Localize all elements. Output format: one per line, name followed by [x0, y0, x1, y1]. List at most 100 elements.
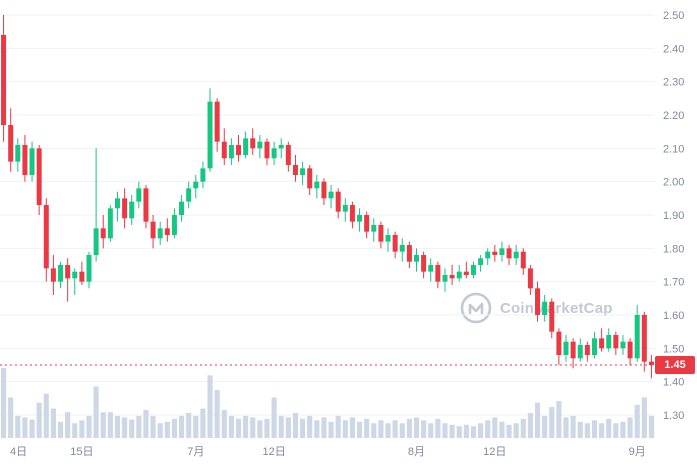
- y-axis-label: 1.60: [663, 310, 684, 322]
- candle-body: [257, 141, 263, 149]
- candle-body: [193, 181, 199, 189]
- candle-body: [535, 288, 541, 315]
- candle-body: [15, 145, 21, 162]
- candle-body: [627, 341, 633, 359]
- current-price-badge: 1.45: [655, 356, 695, 374]
- volume-bar: [641, 397, 647, 438]
- x-axis-label: 9月: [629, 446, 646, 458]
- candle-body: [65, 265, 71, 279]
- volume-bar: [556, 401, 562, 438]
- x-axis-label: 7月: [187, 446, 204, 458]
- candle-body: [107, 208, 113, 239]
- candle-body: [278, 145, 284, 149]
- candle-body: [136, 188, 142, 202]
- volume-bar: [392, 420, 398, 438]
- y-axis-label: 2.10: [663, 143, 684, 155]
- volume-bar: [563, 417, 569, 438]
- candle-body: [364, 215, 370, 232]
- volume-bar: [264, 418, 270, 438]
- candle-body: [399, 245, 405, 252]
- candle-body: [357, 215, 363, 222]
- volume-bar: [278, 415, 284, 438]
- volume-bar: [171, 418, 177, 438]
- candle-body: [250, 138, 256, 149]
- volume-bar: [235, 418, 242, 438]
- volume-bar: [228, 415, 234, 438]
- volume-bar: [591, 420, 598, 438]
- volume-bar: [456, 426, 462, 438]
- y-axis-label: 1.80: [663, 243, 684, 255]
- candle-body: [499, 248, 505, 255]
- volume-bar: [271, 397, 277, 438]
- volume-bar: [406, 418, 412, 438]
- volume-bar: [79, 420, 85, 438]
- candle-body: [328, 191, 334, 199]
- candle-body: [236, 145, 242, 155]
- candle-body: [264, 141, 270, 159]
- volume-bar: [114, 415, 121, 438]
- volume-bar: [43, 393, 49, 438]
- volume-bar: [570, 415, 576, 438]
- y-axis-label: 2.30: [663, 77, 684, 89]
- volume-bar: [534, 402, 541, 438]
- volume-bar: [428, 423, 434, 438]
- volume-bar: [421, 420, 427, 438]
- volume-bar: [36, 402, 42, 438]
- candle-body: [150, 221, 156, 239]
- candle-body: [285, 145, 291, 165]
- volume-bar: [150, 415, 156, 438]
- candle-body: [8, 125, 14, 162]
- candle-body: [421, 255, 427, 272]
- volume-bar: [385, 423, 391, 438]
- y-axis-label: 1.40: [663, 377, 684, 389]
- volume-bar: [485, 420, 491, 438]
- candle-body: [435, 265, 441, 282]
- volume-bar: [292, 412, 299, 438]
- volume-bar: [513, 423, 519, 438]
- candle-body: [406, 245, 412, 262]
- volume-bar: [300, 418, 306, 438]
- y-axis-label: 1.30: [663, 410, 684, 422]
- candle-body: [43, 205, 49, 269]
- candle-body: [72, 271, 78, 279]
- volume-bar: [314, 420, 320, 438]
- candle-body: [321, 181, 327, 199]
- candle-body: [342, 205, 348, 212]
- volume-bar: [164, 421, 170, 438]
- candle-body: [648, 361, 654, 365]
- candle-body: [307, 168, 313, 189]
- y-axis-label: 2.50: [663, 10, 684, 22]
- volume-bar: [634, 404, 640, 438]
- watermark-label: CoinMarketCap: [500, 299, 613, 317]
- volume-bar: [86, 415, 92, 438]
- y-axis-label: 2.00: [663, 177, 684, 189]
- candle-body: [349, 205, 355, 222]
- volume-bar: [65, 412, 71, 438]
- candle-body: [157, 228, 163, 239]
- y-axis-label: 1.90: [663, 210, 684, 222]
- volume-bar: [356, 421, 363, 438]
- volume-bar: [243, 415, 249, 438]
- volume-bar: [8, 397, 14, 438]
- candle-body: [300, 168, 306, 175]
- candle-body: [485, 251, 491, 259]
- volume-bar: [364, 418, 370, 438]
- y-axis-label: 2.20: [663, 110, 684, 122]
- volume-bar: [613, 423, 619, 438]
- volume-bar: [57, 421, 64, 438]
- volume-bar: [349, 417, 355, 438]
- candle-body: [58, 265, 64, 282]
- candle-body: [100, 228, 106, 239]
- candle-body: [243, 138, 249, 155]
- x-axis-label: 8月: [408, 446, 425, 458]
- volume-bar: [371, 423, 377, 438]
- volume-bar: [22, 417, 28, 438]
- volume-bar: [442, 423, 448, 438]
- candle-body: [221, 141, 227, 159]
- volume-bar: [321, 417, 327, 438]
- volume-bar: [599, 423, 605, 438]
- candle-body: [549, 301, 555, 332]
- candle-body: [577, 345, 583, 359]
